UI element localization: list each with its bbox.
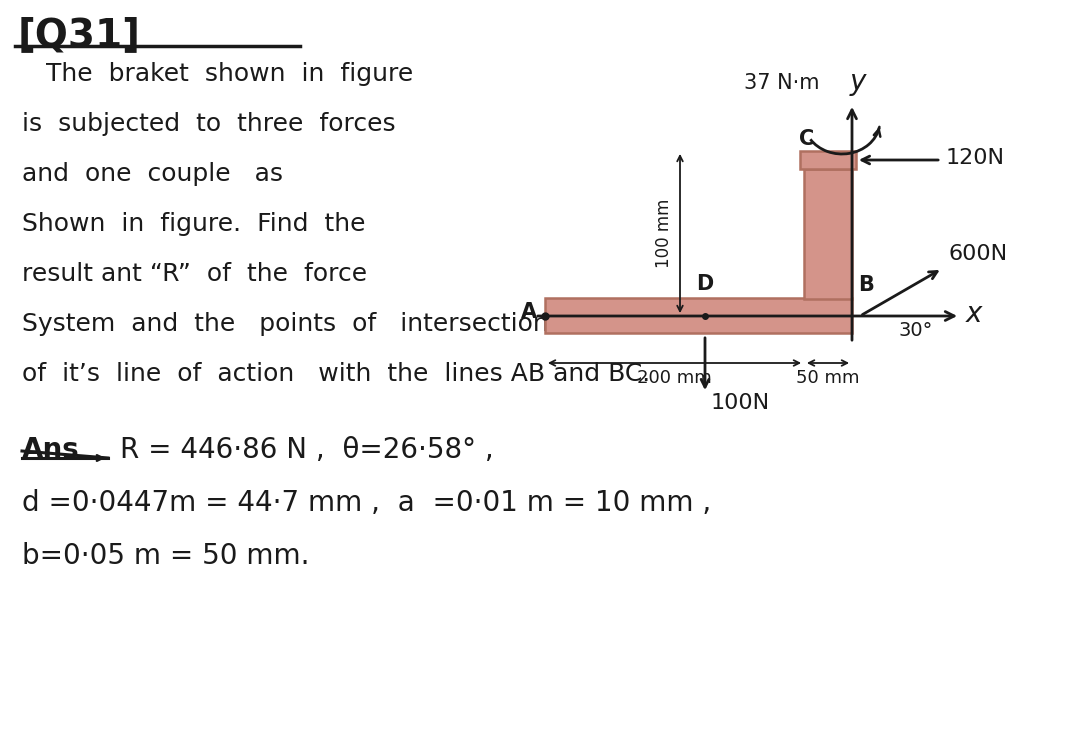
Text: A: A — [521, 302, 537, 322]
Text: B: B — [858, 275, 874, 295]
Text: Ans: Ans — [22, 436, 80, 464]
Text: System  and  the   points  of   intersection: System and the points of intersection — [22, 312, 549, 336]
Text: 37 N·m: 37 N·m — [744, 73, 820, 93]
Text: b=0·05 m = 50 mm.: b=0·05 m = 50 mm. — [22, 542, 310, 570]
Bar — [800, 151, 856, 169]
Text: 100 mm: 100 mm — [654, 199, 673, 268]
Text: y: y — [850, 68, 866, 96]
Text: 100N: 100N — [711, 393, 770, 413]
Text: is  subjected  to  three  forces: is subjected to three forces — [22, 112, 395, 136]
Text: [Q31]: [Q31] — [18, 16, 141, 54]
Bar — [545, 298, 852, 333]
Bar — [804, 169, 852, 299]
Text: 600N: 600N — [948, 244, 1008, 264]
Text: Shown  in  figure.  Find  the: Shown in figure. Find the — [22, 212, 365, 236]
Text: C: C — [799, 129, 814, 149]
Text: of  it’s  line  of  action   with  the  lines AB and BC.: of it’s line of action with the lines AB… — [22, 362, 650, 386]
Text: result ant “R”  of  the  force: result ant “R” of the force — [22, 262, 367, 286]
Text: x: x — [966, 300, 983, 328]
Text: and  one  couple   as: and one couple as — [22, 162, 283, 186]
Text: R = 446·86 N ,  θ=26·58° ,: R = 446·86 N , θ=26·58° , — [120, 436, 494, 464]
Text: The  braket  shown  in  figure: The braket shown in figure — [22, 62, 414, 86]
Text: 30°: 30° — [897, 321, 932, 340]
Text: 50 mm: 50 mm — [796, 369, 860, 387]
Text: D: D — [697, 274, 714, 294]
Text: 200 mm: 200 mm — [637, 369, 712, 387]
Text: 120N: 120N — [946, 148, 1005, 168]
Text: d =0·0447m = 44·7 mm ,  a  =0·01 m = 10 mm ,: d =0·0447m = 44·7 mm , a =0·01 m = 10 mm… — [22, 489, 712, 517]
